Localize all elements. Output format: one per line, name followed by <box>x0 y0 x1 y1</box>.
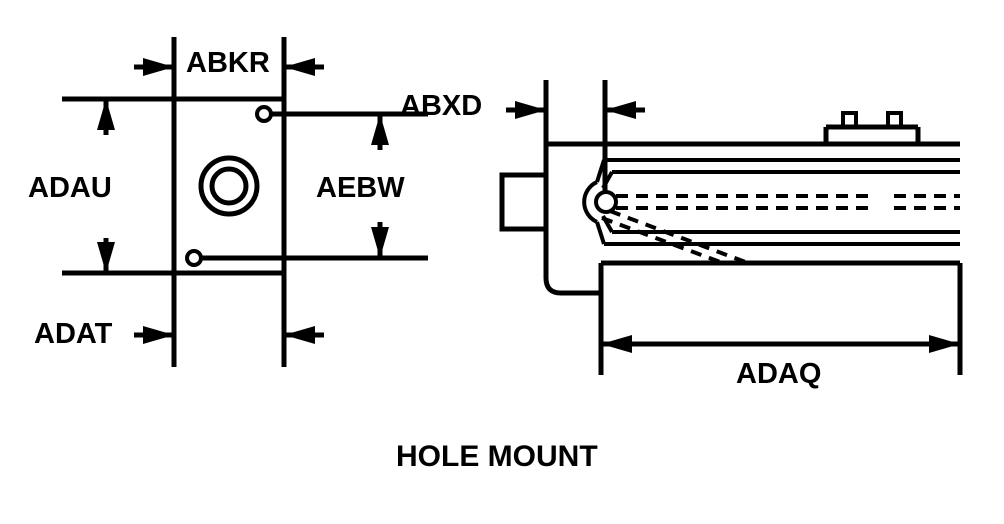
label-adat: ADAT <box>34 318 112 351</box>
label-aebw: AEBW <box>316 172 405 205</box>
label-adau: ADAU <box>28 172 112 205</box>
diagram-title: HOLE MOUNT <box>396 440 598 474</box>
label-abxd: ABXD <box>400 90 482 123</box>
diagram-container: ABKR ADAU AEBW ADAT ABXD ADAQ HOLE MOUNT <box>0 0 1004 524</box>
label-adaq: ADAQ <box>736 358 821 391</box>
label-abkr: ABKR <box>186 47 270 80</box>
